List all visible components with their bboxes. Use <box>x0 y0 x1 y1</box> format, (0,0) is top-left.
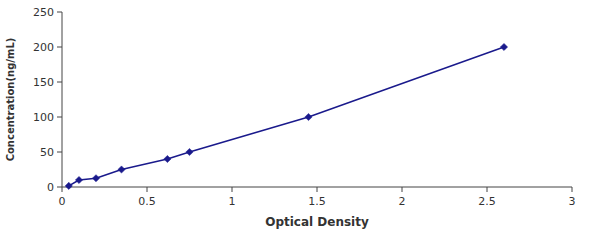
series <box>65 43 507 189</box>
x-tick-label: 2.5 <box>478 195 496 208</box>
series-line <box>69 47 504 186</box>
y-tick-label: 250 <box>33 6 54 19</box>
x-tick-label: 3 <box>569 195 576 208</box>
data-point <box>500 43 507 50</box>
y-tick-label: 150 <box>33 76 54 89</box>
y-axis: 0 50 100 150 200 250 <box>33 6 62 194</box>
y-tick <box>57 187 62 188</box>
x-tick <box>487 187 488 192</box>
x-tick-label: 1 <box>229 195 236 208</box>
chart-container: 0 0.5 1 1.5 2 2.5 3 Optical Density 0 50 100 150 200… <box>0 0 590 233</box>
y-tick <box>57 82 62 83</box>
data-point <box>65 182 72 189</box>
x-tick <box>402 187 403 192</box>
x-tick <box>317 187 318 192</box>
y-axis-line <box>62 12 63 187</box>
x-axis: 0 0.5 1 1.5 2 2.5 3 <box>59 187 576 208</box>
y-tick <box>57 117 62 118</box>
data-point <box>164 155 171 162</box>
data-point <box>186 148 193 155</box>
data-point <box>75 176 82 183</box>
data-point <box>305 113 312 120</box>
x-tick <box>62 187 63 192</box>
chart-svg: 0 0.5 1 1.5 2 2.5 3 Optical Density 0 50 100 150 200… <box>0 0 590 233</box>
y-tick <box>57 12 62 13</box>
x-axis-label: Optical Density <box>265 215 369 229</box>
y-tick <box>57 47 62 48</box>
y-tick-label: 100 <box>33 111 54 124</box>
x-tick-label: 1.5 <box>308 195 326 208</box>
x-tick <box>232 187 233 192</box>
y-tick-label: 50 <box>40 146 54 159</box>
x-tick <box>572 187 573 192</box>
y-tick <box>57 152 62 153</box>
x-tick-label: 2 <box>399 195 406 208</box>
y-axis-label: Concentration(ng/mL) <box>5 38 16 162</box>
y-tick-label: 0 <box>47 181 54 194</box>
data-point <box>92 175 99 182</box>
x-tick-label: 0 <box>59 195 66 208</box>
x-tick-label: 0.5 <box>138 195 156 208</box>
y-tick-label: 200 <box>33 41 54 54</box>
data-point <box>118 166 125 173</box>
x-tick <box>147 187 148 192</box>
